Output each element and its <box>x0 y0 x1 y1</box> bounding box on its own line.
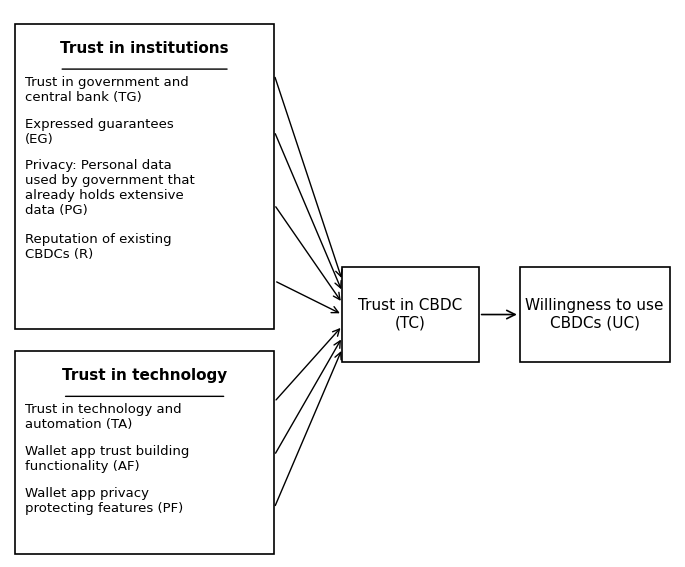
FancyBboxPatch shape <box>15 24 274 329</box>
Text: Trust in technology: Trust in technology <box>62 368 227 383</box>
Text: Trust in institutions: Trust in institutions <box>60 41 229 56</box>
Text: Willingness to use
CBDCs (UC): Willingness to use CBDCs (UC) <box>525 298 664 331</box>
Text: Trust in government and
central bank (TG): Trust in government and central bank (TG… <box>25 76 189 104</box>
Text: Wallet app privacy
protecting features (PF): Wallet app privacy protecting features (… <box>25 486 184 515</box>
Text: Wallet app trust building
functionality (AF): Wallet app trust building functionality … <box>25 445 190 473</box>
Text: Reputation of existing
CBDCs (R): Reputation of existing CBDCs (R) <box>25 232 172 261</box>
Text: Trust in technology and
automation (TA): Trust in technology and automation (TA) <box>25 403 182 431</box>
FancyBboxPatch shape <box>15 351 274 555</box>
Text: Expressed guarantees
(EG): Expressed guarantees (EG) <box>25 117 174 146</box>
Text: Trust in CBDC
(TC): Trust in CBDC (TC) <box>358 298 462 331</box>
FancyBboxPatch shape <box>520 266 670 362</box>
FancyBboxPatch shape <box>342 266 479 362</box>
Text: Privacy: Personal data
used by government that
already holds extensive
data (PG): Privacy: Personal data used by governmen… <box>25 159 195 217</box>
